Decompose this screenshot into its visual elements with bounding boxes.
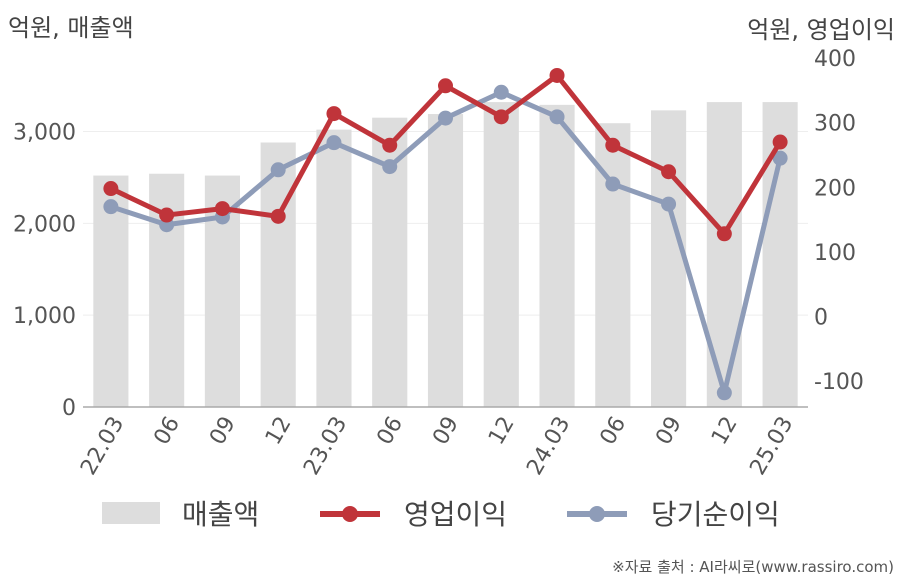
right-tick-label-4: 300 bbox=[814, 112, 856, 137]
x-tick-label-3: 12 bbox=[261, 413, 297, 450]
right-tick-label-3: 200 bbox=[814, 176, 856, 201]
source-note: ※자료 출처 : AI라씨로(www.rassiro.com) bbox=[612, 558, 894, 576]
x-tick-label-4: 23.03 bbox=[299, 413, 352, 480]
point-operating-profit-3 bbox=[270, 208, 286, 224]
point-operating-profit-8 bbox=[549, 67, 565, 83]
point-operating-profit-0 bbox=[103, 181, 119, 197]
point-net-income-9 bbox=[605, 176, 621, 192]
left-tick-label-1: 1,000 bbox=[13, 304, 76, 329]
point-net-income-3 bbox=[270, 162, 286, 178]
right-tick-label-1: 0 bbox=[814, 306, 828, 331]
point-net-income-10 bbox=[661, 196, 677, 212]
x-tick-label-8: 24.03 bbox=[522, 413, 575, 480]
point-operating-profit-9 bbox=[605, 137, 621, 153]
bar-revenue-8 bbox=[539, 104, 575, 407]
point-operating-profit-12 bbox=[772, 134, 788, 150]
point-operating-profit-1 bbox=[159, 207, 175, 223]
bar-revenue-10 bbox=[651, 110, 687, 407]
point-operating-profit-11 bbox=[716, 226, 732, 242]
x-tick-label-9: 06 bbox=[596, 413, 632, 450]
x-tick-label-5: 06 bbox=[372, 413, 408, 450]
x-tick-label-1: 06 bbox=[149, 413, 185, 450]
bar-revenue-3 bbox=[260, 142, 296, 407]
x-axis-ticks: 22.03 06 09 12 23.03 06 09 12 24.03 06 09 12 25.03 bbox=[76, 413, 798, 480]
x-tick-label-11: 12 bbox=[707, 413, 743, 450]
point-operating-profit-7 bbox=[493, 109, 509, 125]
x-tick-label-10: 09 bbox=[651, 413, 687, 450]
point-net-income-8 bbox=[549, 109, 565, 125]
right-tick-label-2: 100 bbox=[814, 241, 856, 266]
bar-revenue-11 bbox=[706, 102, 742, 407]
left-axis-unit-label: 억원, 매출액 bbox=[8, 14, 134, 42]
right-axis-unit-label: 억원, 영업이익 bbox=[747, 16, 895, 44]
legend-label-net-income: 당기순이익 bbox=[651, 498, 780, 531]
legend-marker-net-income bbox=[589, 506, 605, 522]
legend: 매출액 영업이익 당기순이익 bbox=[102, 498, 780, 531]
legend-label-revenue: 매출액 bbox=[182, 498, 259, 531]
right-tick-label-0: -100 bbox=[814, 370, 864, 395]
legend-swatch-revenue bbox=[102, 502, 160, 524]
left-axis-ticks: 0 1,000 2,000 3,000 bbox=[13, 120, 76, 421]
point-operating-profit-6 bbox=[438, 78, 453, 94]
revenue-bars bbox=[93, 102, 798, 408]
legend-item-net-income: 당기순이익 bbox=[567, 498, 780, 531]
point-net-income-0 bbox=[103, 199, 119, 215]
point-net-income-7 bbox=[493, 84, 509, 100]
bar-revenue-7 bbox=[483, 102, 519, 407]
point-operating-profit-5 bbox=[382, 137, 398, 153]
legend-marker-operating-profit bbox=[342, 506, 358, 522]
point-net-income-12 bbox=[772, 150, 788, 166]
right-axis-ticks: -100 0 100 200 300 400 bbox=[814, 47, 864, 395]
point-net-income-11 bbox=[716, 385, 732, 401]
point-operating-profit-2 bbox=[214, 201, 230, 217]
point-operating-profit-4 bbox=[326, 106, 342, 122]
legend-item-revenue: 매출액 bbox=[102, 498, 259, 531]
line-series bbox=[103, 67, 788, 401]
left-tick-label-3: 3,000 bbox=[13, 120, 76, 145]
legend-item-operating-profit: 영업이익 bbox=[320, 498, 507, 531]
x-tick-label-7: 12 bbox=[484, 413, 520, 450]
right-tick-label-5: 400 bbox=[814, 47, 856, 72]
bar-revenue-6 bbox=[427, 114, 464, 407]
point-net-income-6 bbox=[438, 110, 453, 126]
point-net-income-5 bbox=[382, 159, 398, 175]
x-tick-label-6: 09 bbox=[428, 413, 464, 450]
left-tick-label-0: 0 bbox=[62, 396, 76, 421]
legend-label-operating-profit: 영업이익 bbox=[404, 498, 507, 531]
left-tick-label-2: 2,000 bbox=[13, 212, 76, 237]
point-net-income-4 bbox=[326, 135, 342, 151]
x-tick-label-12: 25.03 bbox=[745, 413, 798, 480]
bar-revenue-4 bbox=[316, 129, 352, 407]
x-tick-label-2: 09 bbox=[205, 413, 241, 450]
x-tick-label-0: 22.03 bbox=[76, 413, 129, 480]
point-operating-profit-10 bbox=[661, 164, 677, 180]
